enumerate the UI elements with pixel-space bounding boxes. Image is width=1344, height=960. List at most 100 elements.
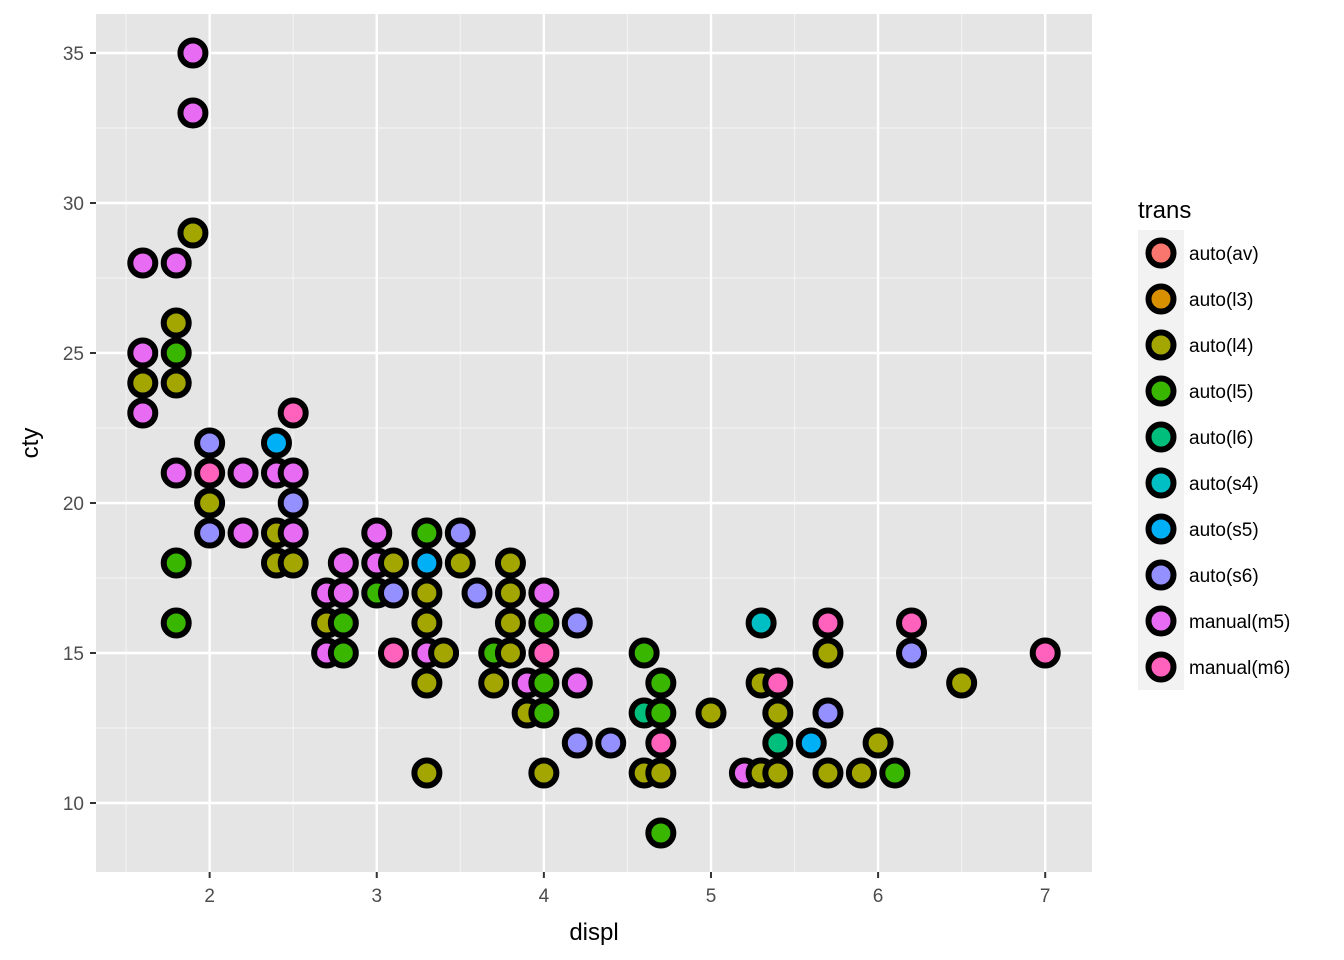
legend-key-swatch [1145,513,1177,545]
data-point [411,757,443,789]
data-point [327,637,359,669]
data-point [177,37,209,69]
plot-panel [96,14,1092,872]
legend-item: auto(l4) [1138,322,1253,368]
data-point [127,337,159,369]
data-point [327,607,359,639]
data-point [645,727,677,759]
data-point [327,577,359,609]
x-tick-label: 5 [706,886,717,907]
data-point [194,457,226,489]
data-point [595,727,627,759]
data-points [127,37,1061,849]
data-point [795,727,827,759]
data-point [194,517,226,549]
data-point [160,307,192,339]
legend-item: auto(l5) [1138,368,1253,414]
legend-label: manual(m5) [1189,612,1290,633]
data-point [411,667,443,699]
data-point [194,427,226,459]
data-point [227,517,259,549]
data-point [277,517,309,549]
y-tick-label: 20 [63,494,84,515]
legend-item: manual(m5) [1138,598,1290,644]
data-point [845,757,877,789]
legend-item: manual(m6) [1138,644,1290,690]
legend: trans auto(av) auto(l3) auto(l4) auto(l5) au… [1138,197,1290,690]
legend-key-swatch [1145,605,1177,637]
data-point [561,727,593,759]
data-point [528,577,560,609]
data-point [494,547,526,579]
data-point [494,577,526,609]
data-point [160,337,192,369]
legend-item: auto(l6) [1138,414,1253,460]
y-tick-label: 15 [63,644,84,665]
data-point [862,727,894,759]
data-point [160,547,192,579]
data-point [227,457,259,489]
data-point [160,367,192,399]
data-point [645,817,677,849]
legend-key-swatch [1145,237,1177,269]
data-point [277,487,309,519]
data-point [260,427,292,459]
x-axis-title: displ [569,919,618,946]
data-point [444,517,476,549]
data-point [695,697,727,729]
legend-label: auto(s4) [1189,474,1259,495]
data-point [561,607,593,639]
data-point [411,547,443,579]
data-point [812,637,844,669]
legend-title: trans [1138,197,1191,224]
data-point [1029,637,1061,669]
data-point [127,397,159,429]
data-point [528,607,560,639]
data-point [645,757,677,789]
legend-label: auto(s6) [1189,566,1259,587]
y-axis-title: cty [17,428,44,459]
data-point [762,667,794,699]
x-tick-label: 4 [539,886,550,907]
legend-label: auto(l5) [1189,382,1253,403]
y-axis-ticks: 10 15 20 25 30 35 [63,44,96,815]
data-point [561,667,593,699]
data-point [177,97,209,129]
legend-label: auto(l6) [1189,428,1253,449]
x-tick-label: 6 [873,886,884,907]
legend-item: auto(s6) [1138,552,1259,598]
data-point [160,247,192,279]
data-point [411,577,443,609]
legend-key-swatch [1145,283,1177,315]
data-point [411,607,443,639]
legend-key-swatch [1145,421,1177,453]
data-point [762,757,794,789]
data-point [177,217,209,249]
data-point [478,667,510,699]
data-point [160,607,192,639]
data-point [160,457,192,489]
data-point [327,547,359,579]
data-point [762,727,794,759]
y-tick-label: 10 [63,794,84,815]
legend-item: auto(av) [1138,230,1259,276]
data-point [411,517,443,549]
legend-key-swatch [1145,651,1177,683]
legend-label: auto(l3) [1189,290,1253,311]
data-point [444,547,476,579]
legend-key-swatch [1145,467,1177,499]
data-point [745,607,777,639]
data-point [528,637,560,669]
y-tick-label: 25 [63,344,84,365]
data-point [896,607,928,639]
x-tick-label: 2 [204,886,215,907]
data-point [812,607,844,639]
data-point [812,697,844,729]
data-point [461,577,493,609]
data-point [127,247,159,279]
data-point [494,637,526,669]
minor-gridlines [96,14,1092,872]
x-tick-label: 3 [371,886,382,907]
data-point [127,367,159,399]
